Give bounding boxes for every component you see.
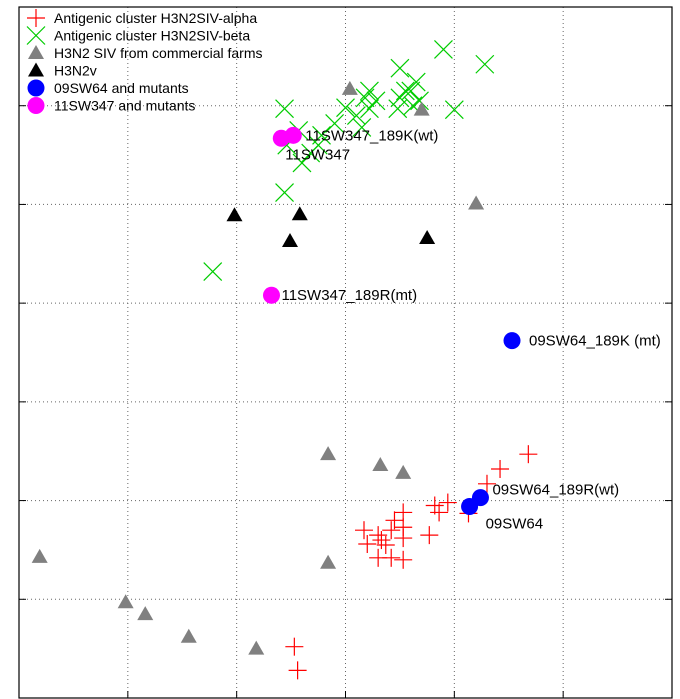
series-0-point [382,521,401,540]
series-0-point [372,531,391,550]
series-2-point [341,80,358,95]
series-2-point [413,101,430,116]
series-1-point [325,114,345,133]
series-2-point [372,457,389,472]
series-3-point [419,229,436,244]
series-2-point [117,594,134,609]
data-points [31,40,538,680]
series-2-point [395,464,412,479]
series-1-point [308,135,328,155]
series-1-point [360,99,379,119]
point-label: 09SW64 [486,515,544,532]
series-4-point [471,489,489,507]
series-1-point [203,262,223,281]
series-0-point [420,526,439,545]
series-1-point [390,58,410,78]
series-1-point [475,54,495,74]
series-0-point [376,535,395,554]
plot-frame [18,6,673,699]
series-0-point [519,445,538,464]
series-1-point [410,91,429,111]
legend: Antigenic cluster H3N2SIV-alpha Antigenic… [26,9,262,114]
legend-2-label: H3N2 SIV from commercial farms [54,45,262,61]
series-0-point [288,661,307,680]
series-2-point [180,628,197,643]
series-0-point [285,637,304,656]
series-1-point [406,72,426,92]
series-2-point [468,195,485,210]
series-0-point [369,548,388,567]
series-0-point [394,550,413,569]
legend-0-label: Antigenic cluster H3N2SIV-alpha [54,10,257,26]
legend-5-label: 11SW347 and mutants [54,98,195,114]
series-3-point [281,232,298,247]
series-0-point [385,511,404,530]
series-2-point [31,548,48,563]
legend-4-label: 09SW64 and mutants [54,80,189,96]
series-0-point [394,529,413,548]
series-2-point [320,446,337,461]
legend-3-marker [28,62,44,77]
series-1-point [395,81,415,101]
legend-4-marker [27,79,45,97]
series-3-point [226,207,243,222]
series-0-point [491,459,510,478]
series-5-point [262,286,280,304]
series-0-point [355,521,374,540]
series-1-point [292,153,312,173]
legend-2-marker [28,45,44,59]
legend-0-marker [27,9,45,27]
series-2-point [320,554,337,569]
series-0-point [425,496,444,515]
point-labels: 09SW64 09SW64_189R(wt) 09SW64_189K (mt) 11S… [281,127,660,532]
legend-3-label: H3N2v [54,63,97,79]
series-1-point [346,106,366,126]
series-2-point [137,606,154,621]
series-1-point [388,99,408,119]
series-1-point [275,99,294,119]
series-2-point [248,640,265,655]
series-1-point [360,81,379,101]
series-5-point [284,126,302,144]
series-4-point [503,332,521,350]
series-1-point [434,40,453,59]
series-0-point [369,526,388,545]
series-1-point [312,125,331,145]
legend-1-label: Antigenic cluster H3N2SIV-beta [54,28,250,44]
series-1-point [366,91,386,111]
series-1-point [401,81,421,101]
series-3-point [291,206,308,221]
series-0-point [430,503,449,522]
series-1-point [336,98,355,118]
point-label: 11SW347_189R(mt) [281,287,417,304]
series-1-point [352,118,372,137]
series-0-point [358,535,377,554]
series-1-point [275,183,294,203]
point-label: 11SW347_189K(wt) [305,127,438,144]
series-1-point [444,100,464,120]
legend-5-marker [27,97,45,114]
point-label: 09SW64_189R(wt) [492,482,619,499]
series-0-point [477,474,496,493]
point-label: 09SW64_189K (mt) [529,333,661,350]
point-label: 11SW347 [285,146,350,163]
series-0-point [438,493,457,512]
legend-1-marker [26,26,46,45]
